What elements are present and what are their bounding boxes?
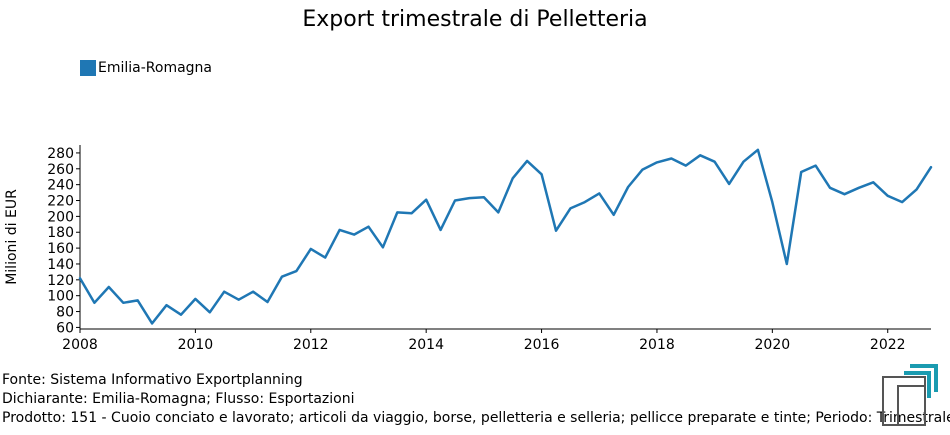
- x-tick-label: 2010: [178, 337, 214, 353]
- footer-source: Fonte: Sistema Informativo Exportplannin…: [2, 372, 303, 388]
- legend-swatch: [80, 60, 96, 76]
- y-tick-label: 180: [47, 225, 74, 241]
- y-tick-label: 240: [47, 178, 74, 194]
- y-tick-label: 60: [56, 320, 74, 336]
- x-tick-label: 2018: [639, 337, 675, 353]
- series-line-emilia-romagna: [78, 148, 933, 325]
- y-tick-label: 140: [47, 257, 74, 273]
- footer-product: Prodotto: 151 - Cuoio conciato e lavorat…: [2, 410, 950, 426]
- exportplanning-logo: [882, 364, 938, 426]
- y-tick-label: 280: [47, 146, 74, 162]
- footer-declarant: Dichiarante: Emilia-Romagna; Flusso: Esp…: [2, 391, 355, 407]
- y-tick-label: 220: [47, 194, 74, 210]
- y-axis-label: Milioni di EUR: [4, 189, 20, 285]
- y-tick-label: 120: [47, 273, 74, 289]
- y-tick-label: 200: [47, 209, 74, 225]
- y-tick-label: 160: [47, 241, 74, 257]
- x-axis: 2008 2010 2012 2014 2016 2018 2020 2022: [62, 328, 931, 353]
- x-tick-label: 2008: [62, 337, 98, 353]
- y-tick-label: 80: [56, 305, 74, 321]
- x-tick-label: 2012: [293, 337, 329, 353]
- series-layer: [78, 148, 933, 325]
- footer: Fonte: Sistema Informativo Exportplannin…: [2, 371, 950, 428]
- y-tick-label: 100: [47, 289, 74, 305]
- chart-title: Export trimestrale di Pelletteria: [302, 7, 648, 32]
- x-tick-label: 2016: [524, 337, 560, 353]
- x-tick-label: 2022: [870, 337, 906, 353]
- x-tick-label: 2020: [755, 337, 791, 353]
- x-tick-label: 2014: [408, 337, 444, 353]
- y-tick-label: 260: [47, 162, 74, 178]
- legend-label: Emilia-Romagna: [98, 60, 213, 76]
